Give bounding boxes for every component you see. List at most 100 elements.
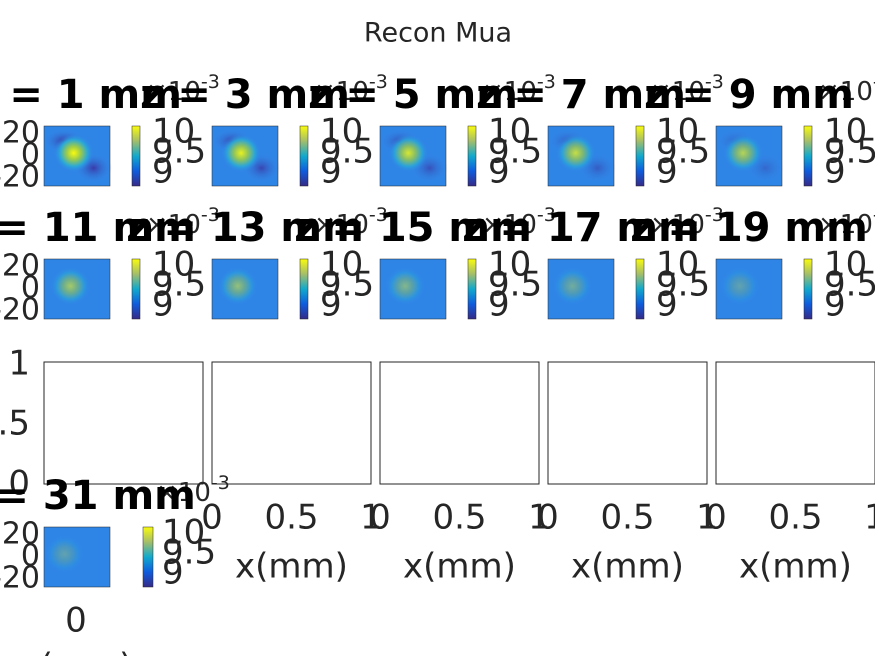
colorbar-tick-label: 9 [488,152,510,192]
colorbar-exponent: ×10-3 [156,472,230,508]
x-tick-label: 0 [369,498,391,538]
colorbar-tick-label: 9.5 [488,132,542,172]
panel-title: z = 7 mm [476,72,686,118]
colorbar-tick-label: 10 [320,112,363,152]
y-tick-label: -20 [0,160,40,195]
colorbar [299,125,309,187]
y-tick-label: -20 [0,293,40,328]
colorbar-exponent-base: ×10 [314,77,369,107]
image-frame [715,125,783,187]
heatmap-peak [385,266,425,306]
colorbar-tick-label: 9.5 [824,132,875,172]
colorbar-exponent-power: -3 [369,71,388,93]
colorbar-tick-label: 9.5 [152,132,206,172]
colorbar-exponent-base: ×10 [650,77,705,107]
colorbar-tick-label: 9 [152,285,174,325]
panel-title: z = 9 mm [644,72,854,118]
colorbar [467,125,477,187]
colorbar [467,258,477,320]
colorbar-exponent-base: ×10 [650,210,705,240]
colorbar [131,125,141,187]
colorbar-tick-label: 9.5 [162,533,216,573]
colorbar-exponent-base: ×10 [482,210,537,240]
colorbar-tick-label: 9.5 [152,265,206,305]
colorbar-exponent-power: -3 [705,204,724,226]
image-frame [43,125,111,187]
colorbar [142,526,154,588]
y-tick-label: -20 [0,561,40,596]
panel-title: z = 3 mm [140,72,350,118]
colorbar-tick-label: 9 [824,152,846,192]
heatmap-peak [552,266,593,306]
panel-title: z = 17 mm [462,205,700,251]
colorbar [635,125,645,187]
colorbar-exponent: ×10-3 [650,204,724,240]
colorbar-tick-label: 10 [488,245,531,285]
colorbar-tick-label: 9.5 [656,265,710,305]
colorbar-tick-label: 9 [320,152,342,192]
x-tick-label: 0.5 [768,498,822,538]
heatmap-peak [217,266,258,306]
image-frame [43,258,111,320]
colorbar-tick-label: 9.5 [320,265,374,305]
x-tick-label: 0.5 [432,498,486,538]
image-frame [379,125,447,187]
colorbar [131,258,141,320]
image-frame [379,258,447,320]
colorbar-tick-label: 9 [656,152,678,192]
x-tick-label: 1 [528,498,550,538]
colorbar-tick-label: 10 [152,112,195,152]
colorbar-exponent-base: ×10 [156,478,211,508]
y-tick-label: 20 [2,116,40,151]
colorbar-tick-label: 9 [488,285,510,325]
panel-title: z = 31 mm [0,473,196,519]
x-tick-label: 0.5 [264,498,318,538]
colorbar-tick-label: 10 [488,112,531,152]
colorbar-exponent-base: ×10 [482,77,537,107]
x-axis-label: x(mm) [739,547,852,587]
heatmap-peak [221,133,261,173]
figure-title: Recon Mua [364,18,512,49]
colorbar-exponent-power: -3 [211,472,230,494]
y-tick-label: 0 [21,138,40,173]
colorbar-exponent: ×10-3 [482,71,556,107]
empty-axes [43,361,204,485]
x-axis-label: x(mm) [235,547,348,587]
colorbar-exponent: ×10-3 [146,71,220,107]
colorbar-tick-label: 10 [656,245,699,285]
empty-axes [547,361,708,485]
x-tick-label: 1 [696,498,718,538]
colorbar-exponent-base: ×10 [818,210,873,240]
colorbar-tick-label: 10 [320,245,363,285]
x-tick-label: 0 [201,498,223,538]
colorbar-exponent-base: ×10 [818,77,873,107]
colorbar-exponent-base: ×10 [146,210,201,240]
colorbar-exponent-power: -3 [537,204,556,226]
y-tick-label: 0.5 [0,404,30,444]
x-tick-label: 0 [65,601,87,641]
colorbar-exponent: ×10-3 [818,71,875,107]
colorbar-tick-label: 10 [656,112,699,152]
colorbar-tick-label: 9.5 [824,265,875,305]
colorbar-exponent-power: -3 [705,71,724,93]
colorbar-tick-label: 10 [162,513,205,553]
x-tick-label: 0 [705,498,727,538]
y-tick-label: 0 [21,539,40,574]
colorbar-exponent: ×10-3 [818,204,875,240]
colorbar-tick-label: 9 [162,553,184,593]
image-frame [211,258,279,320]
colorbar-exponent-power: -3 [201,204,220,226]
empty-axes [211,361,372,485]
heatmap-peak [723,133,763,173]
colorbar-tick-label: 9 [824,285,846,325]
colorbar-tick-label: 9 [320,285,342,325]
colorbar-tick-label: 9.5 [488,265,542,305]
heatmap-peak [555,133,596,173]
image-frame [715,258,783,320]
colorbar-exponent: ×10-3 [314,71,388,107]
x-tick-label: 1 [864,498,875,538]
image-frame [211,125,279,187]
colorbar-tick-label: 10 [152,245,195,285]
colorbar-tick-label: 9.5 [656,132,710,172]
